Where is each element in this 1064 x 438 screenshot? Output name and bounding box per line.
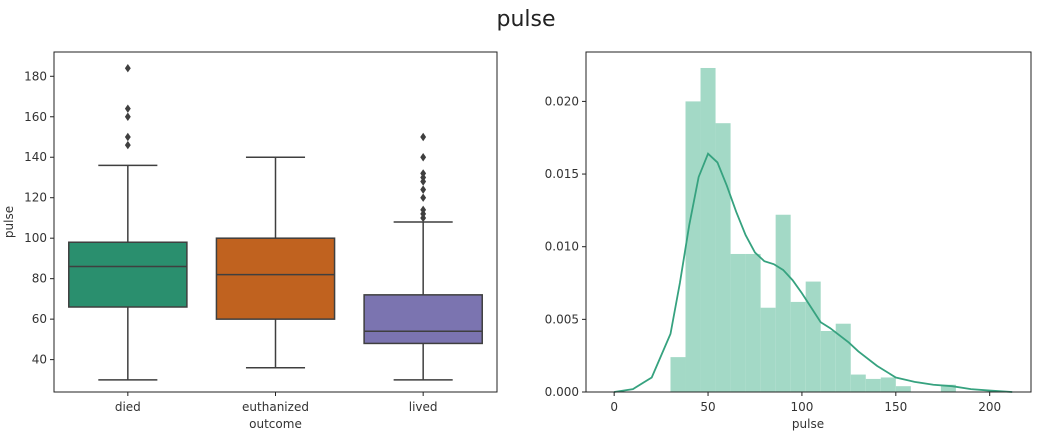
x-tick-label: lived bbox=[409, 400, 438, 414]
box-outlier bbox=[420, 185, 427, 194]
x-tick-label: 0 bbox=[610, 400, 618, 414]
histogram-bar bbox=[895, 386, 911, 392]
boxplot-y-axis-label: pulse bbox=[2, 206, 16, 238]
histogram-bar bbox=[685, 101, 701, 393]
y-tick-label: 160 bbox=[24, 110, 47, 124]
x-tick-label: 100 bbox=[790, 400, 813, 414]
x-tick-label: died bbox=[115, 400, 141, 414]
y-tick-label: 140 bbox=[24, 150, 47, 164]
box-outlier bbox=[124, 104, 131, 113]
histogram-bar bbox=[775, 214, 791, 392]
histogram-bar bbox=[730, 253, 746, 392]
x-tick-label: 150 bbox=[884, 400, 907, 414]
box-lived bbox=[363, 294, 483, 345]
figure-suptitle: pulse bbox=[496, 7, 555, 32]
histogram-bar bbox=[790, 301, 806, 392]
box-outlier bbox=[124, 63, 131, 73]
boxplot-ticks: died euthanized lived 40 60 80 100 120 140 160 180 bbox=[24, 69, 437, 414]
box-euthanized bbox=[215, 237, 336, 320]
boxplot-x-axis-label: outcome bbox=[249, 417, 302, 431]
histogram-bar bbox=[850, 374, 866, 392]
histogram-bar bbox=[745, 253, 761, 392]
histogram-bar bbox=[865, 378, 881, 392]
histogram-bar bbox=[820, 330, 836, 392]
y-tick-label: 60 bbox=[32, 312, 47, 326]
kde-line bbox=[614, 152, 1013, 393]
x-tick-label: euthanized bbox=[242, 400, 309, 414]
y-tick-label: 120 bbox=[24, 191, 47, 205]
y-tick-label: 80 bbox=[32, 272, 47, 286]
x-tick-label: 50 bbox=[700, 400, 715, 414]
y-tick-label: 0.015 bbox=[545, 167, 579, 181]
y-tick-label: 0.000 bbox=[545, 385, 579, 399]
box-outlier bbox=[420, 193, 427, 202]
histogram-axes: 0 50 100 150 200 0.000 0.005 0.010 0.015 0.020 pu… bbox=[545, 51, 1032, 431]
y-tick-label: 0.005 bbox=[545, 312, 579, 326]
y-tick-label: 180 bbox=[24, 69, 47, 83]
y-tick-label: 0.020 bbox=[545, 94, 579, 108]
histogram-bar bbox=[805, 281, 821, 392]
histogram-bar bbox=[700, 67, 716, 392]
histogram-bar bbox=[715, 123, 731, 392]
histogram-frame bbox=[585, 51, 1032, 393]
histogram-bar bbox=[670, 357, 686, 392]
box-outlier bbox=[420, 132, 427, 142]
box-outlier bbox=[420, 153, 427, 162]
y-tick-label: 100 bbox=[24, 231, 47, 245]
histogram-bar bbox=[940, 384, 956, 392]
histogram-bar bbox=[760, 307, 776, 392]
y-tick-label: 0.010 bbox=[545, 240, 579, 254]
box-outlier bbox=[124, 140, 131, 150]
box-outlier bbox=[124, 112, 131, 121]
box-outlier bbox=[124, 132, 131, 142]
x-tick-label: 200 bbox=[978, 400, 1001, 414]
histogram-x-axis-label: pulse bbox=[792, 417, 824, 431]
histogram-bar bbox=[880, 377, 896, 392]
box-outlier bbox=[420, 169, 427, 178]
box-outlier bbox=[420, 205, 427, 215]
histogram-marks bbox=[614, 67, 1013, 393]
boxplot-marks bbox=[68, 63, 483, 381]
boxplot-axes: died euthanized lived 40 60 80 100 120 140 160 180… bbox=[2, 51, 498, 431]
box-died bbox=[68, 241, 188, 308]
y-tick-label: 40 bbox=[32, 353, 47, 367]
histogram-ticks: 0 50 100 150 200 0.000 0.005 0.010 0.015 0.020 bbox=[545, 94, 1002, 414]
